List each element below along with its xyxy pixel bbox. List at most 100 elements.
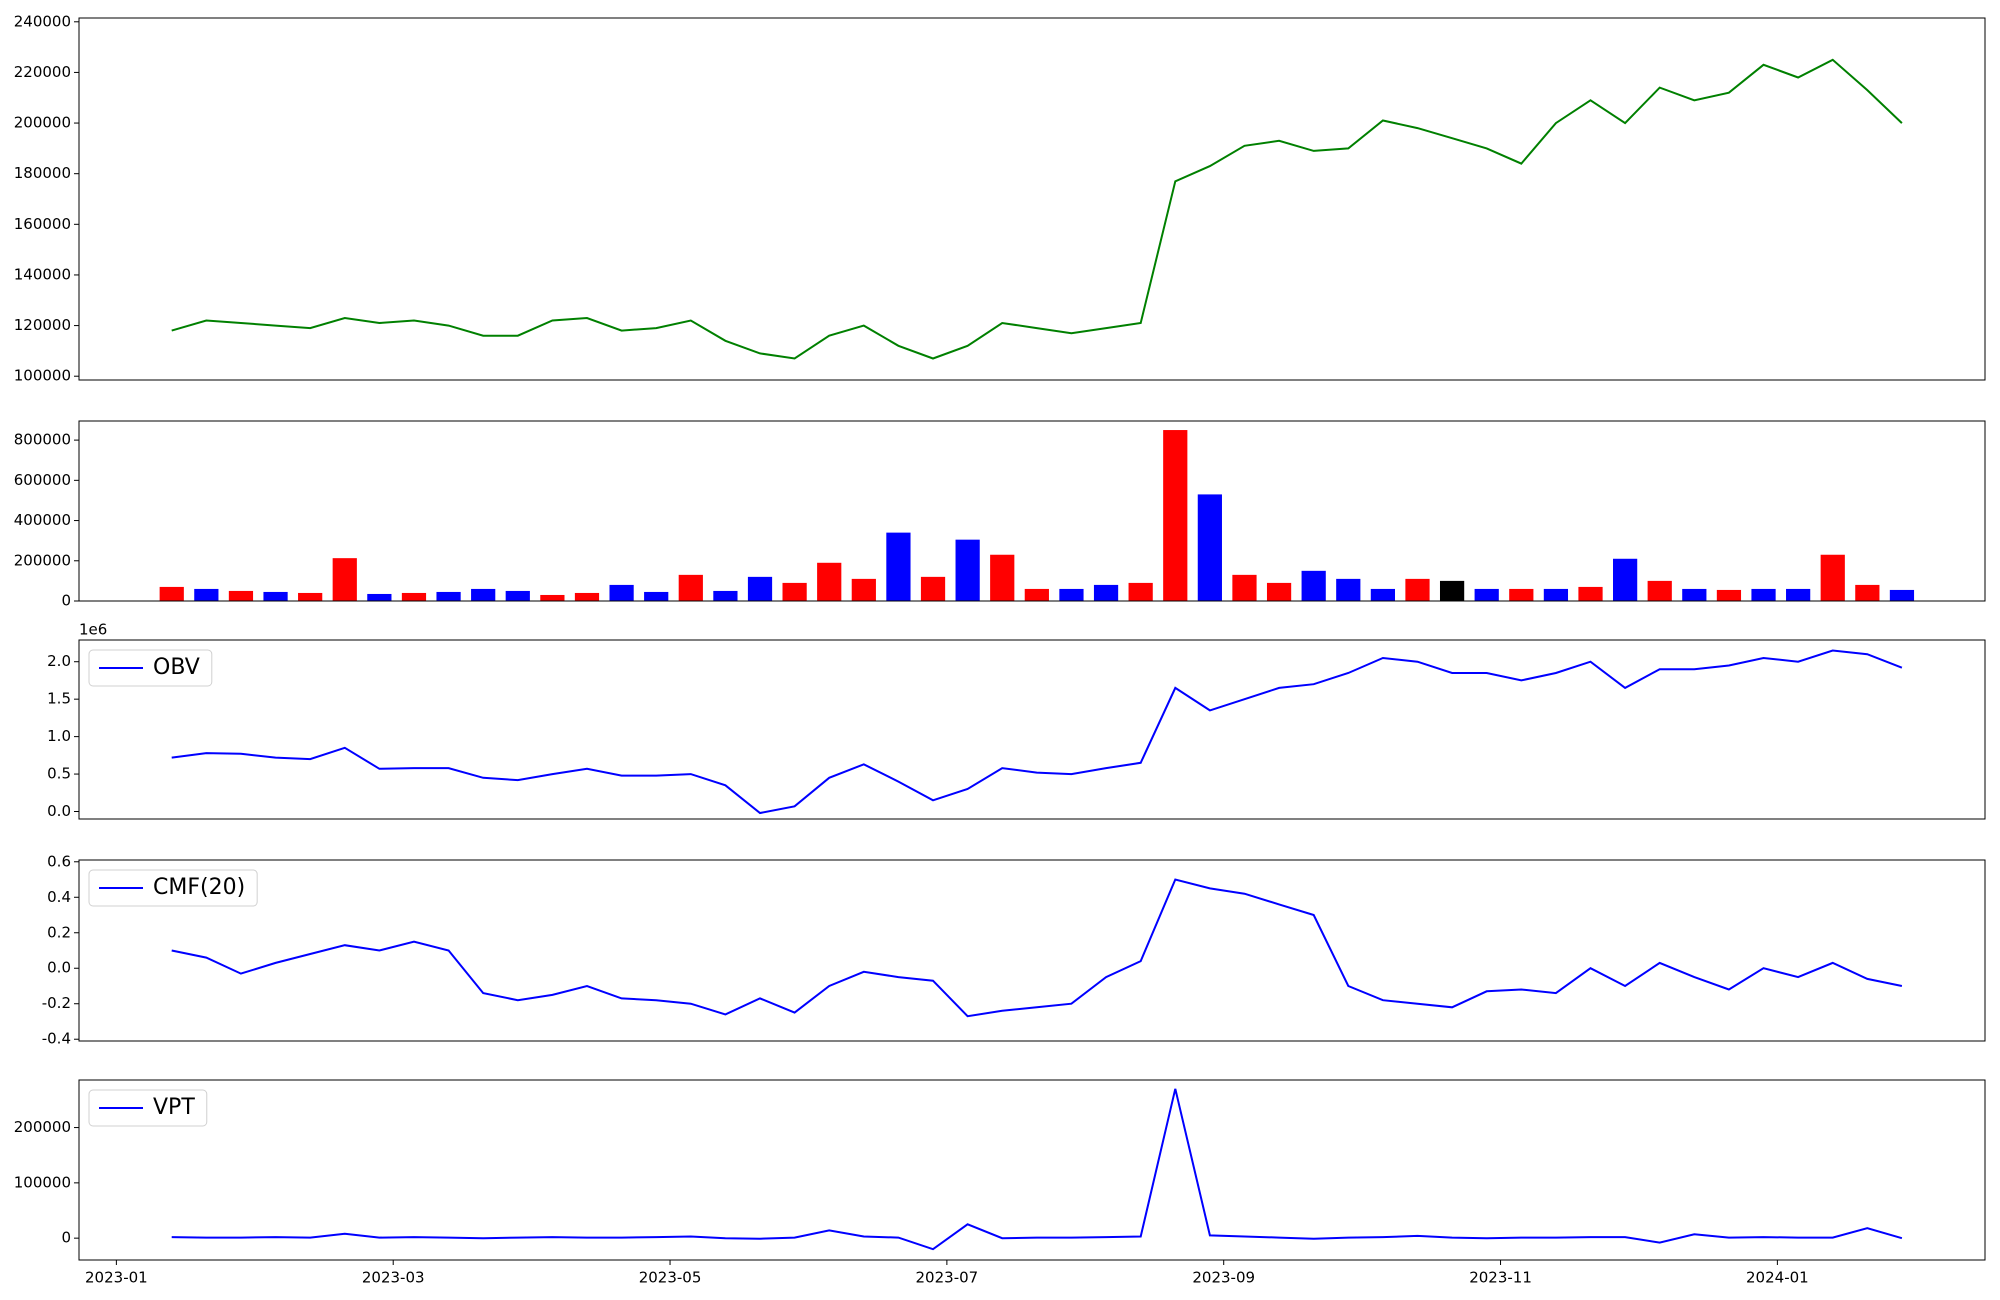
- x-tick-label: 2023-09: [1192, 1269, 1255, 1287]
- x-tick-label: 2023-01: [85, 1269, 148, 1287]
- bar: [540, 594, 565, 601]
- x-tick-label: 2024-01: [1746, 1269, 1809, 1287]
- legend-label: VPT: [153, 1095, 195, 1120]
- bar: [1613, 558, 1638, 601]
- axes-frame: [78, 420, 1986, 602]
- bar: [1439, 580, 1465, 601]
- y-tick-label: 200000: [14, 1118, 71, 1136]
- axes-frame: [78, 859, 1986, 1042]
- bar: [920, 576, 946, 601]
- bar: [1266, 582, 1292, 601]
- bar: [1786, 588, 1811, 601]
- bar: [851, 578, 876, 601]
- bar: [159, 586, 184, 601]
- bar: [1405, 578, 1430, 601]
- legend-box: [88, 869, 258, 907]
- bar: [1889, 589, 1915, 601]
- bar: [298, 592, 323, 601]
- y-tick-label: 0.5: [47, 765, 71, 783]
- bar: [1751, 588, 1776, 601]
- x-tick-label: 2023-05: [639, 1269, 702, 1287]
- line: [171, 878, 1903, 1018]
- line: [171, 1088, 1903, 1251]
- y-tick-label: 1.0: [47, 727, 71, 745]
- legend-box: [88, 649, 213, 687]
- y-tick-label: 200000: [14, 114, 71, 132]
- y-tick-label: 140000: [14, 265, 71, 283]
- bar: [436, 591, 461, 601]
- offset-text: 1e6: [79, 621, 107, 639]
- y-tick-label: 240000: [14, 12, 71, 30]
- bar: [263, 591, 288, 601]
- bar: [194, 588, 219, 601]
- bar: [1128, 582, 1153, 601]
- bar: [228, 590, 254, 601]
- bar: [1024, 588, 1049, 601]
- bar: [1509, 588, 1534, 601]
- bar: [1232, 574, 1257, 601]
- line: [171, 649, 1903, 815]
- y-tick-label: 180000: [14, 164, 71, 182]
- y-tick-label: -0.4: [42, 1030, 71, 1048]
- y-tick-label: 0.2: [47, 923, 71, 941]
- bar: [574, 592, 600, 601]
- y-tick-label: 1.5: [47, 690, 71, 708]
- bar: [886, 532, 911, 601]
- y-tick-label: 800000: [14, 431, 71, 449]
- bar: [747, 576, 773, 601]
- bar: [1647, 580, 1672, 601]
- bar: [1855, 584, 1880, 601]
- x-tick-label: 2023-03: [362, 1269, 425, 1287]
- y-tick-label: 400000: [14, 511, 71, 529]
- legend-label: CMF(20): [153, 875, 245, 900]
- bar: [1716, 589, 1742, 601]
- bar: [609, 584, 634, 601]
- y-tick-label: -0.2: [42, 994, 71, 1012]
- bar: [1682, 588, 1707, 601]
- bar: [782, 582, 807, 601]
- y-tick-label: 100000: [14, 1173, 71, 1191]
- bar: [471, 588, 496, 601]
- bar: [817, 562, 842, 601]
- y-tick-label: 0: [61, 1229, 71, 1247]
- bar: [1163, 430, 1188, 601]
- y-tick-label: 220000: [14, 63, 71, 81]
- line: [171, 58, 1903, 360]
- y-tick-label: 0: [61, 592, 71, 610]
- y-tick-label: 600000: [14, 471, 71, 489]
- y-tick-label: 0.0: [47, 802, 71, 820]
- bar: [367, 593, 392, 601]
- bar: [1093, 584, 1119, 601]
- y-tick-label: 100000: [14, 367, 71, 385]
- legend-box: [88, 1089, 208, 1127]
- bar: [1474, 588, 1499, 601]
- y-tick-label: 0.0: [47, 959, 71, 977]
- bar: [678, 574, 703, 601]
- axes-frame: [78, 1079, 1986, 1261]
- bar: [1336, 578, 1361, 601]
- bar: [990, 554, 1015, 601]
- y-tick-label: 0.4: [47, 888, 71, 906]
- bar: [401, 592, 427, 601]
- bar: [505, 590, 530, 601]
- bar: [1059, 588, 1084, 601]
- y-tick-label: 2.0: [47, 652, 71, 670]
- bar: [1578, 586, 1603, 601]
- bar: [713, 590, 738, 601]
- bar: [955, 539, 980, 601]
- y-tick-label: 200000: [14, 551, 71, 569]
- bar: [1820, 554, 1845, 601]
- legend-label: OBV: [153, 655, 200, 680]
- bar: [1370, 588, 1395, 601]
- bar: [1197, 494, 1222, 601]
- x-tick-label: 2023-07: [916, 1269, 979, 1287]
- y-tick-label: 120000: [14, 316, 71, 334]
- y-tick-label: 0.6: [47, 852, 71, 870]
- x-tick-label: 2023-11: [1469, 1269, 1532, 1287]
- y-tick-label: 160000: [14, 215, 71, 233]
- bar: [332, 558, 357, 601]
- bar: [644, 591, 669, 601]
- bar: [1543, 588, 1569, 601]
- bar: [1301, 570, 1326, 601]
